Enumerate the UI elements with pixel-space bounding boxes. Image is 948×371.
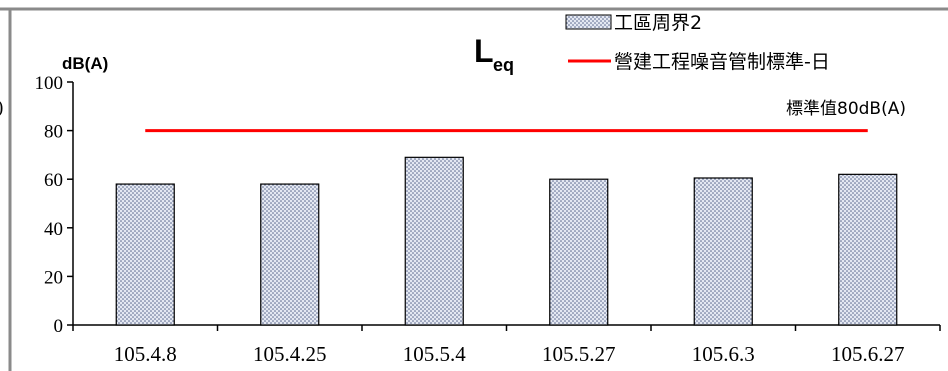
bar [549, 178, 609, 326]
legend-swatch-bars [565, 14, 612, 30]
y-tick-label: 60 [44, 170, 63, 191]
y-tick-label: 20 [44, 267, 63, 288]
x-tick-label: 105.4.8 [114, 342, 177, 366]
x-tick-label: 105.6.3 [692, 342, 755, 366]
bar [838, 173, 898, 326]
bar [404, 156, 464, 326]
y-ticks: 0 20 40 60 80 100 [35, 73, 73, 337]
y-tick-label: 100 [35, 73, 64, 94]
x-tick-label: 105.5.4 [403, 342, 467, 366]
x-tick-label: 105.6.27 [831, 342, 905, 366]
chart-title-subscript: eq [493, 55, 514, 75]
bar [115, 183, 175, 326]
y-axis-label: dB(A) [62, 54, 108, 73]
x-ticks: 105.4.8 105.4.25 105.5.4 105.5.27 105.6.3 105… [72, 325, 941, 366]
legend-label-bars: 工區周界2 [614, 12, 702, 34]
bars [115, 156, 898, 326]
y-tick-label: 80 [44, 122, 63, 143]
bar [260, 183, 320, 326]
x-tick-label: 105.5.27 [542, 342, 616, 366]
chart-title: L [474, 33, 494, 69]
bar [693, 177, 753, 326]
y-tick-label: 40 [44, 219, 63, 240]
legend-label-line: 營建工程噪音管制標準-日 [614, 51, 830, 73]
reference-annotation: 標準值80dB(A) [786, 99, 906, 119]
y-tick-label: 0 [54, 316, 64, 337]
clipped-paren: ) [0, 97, 3, 118]
x-tick-label: 105.4.25 [253, 342, 327, 366]
